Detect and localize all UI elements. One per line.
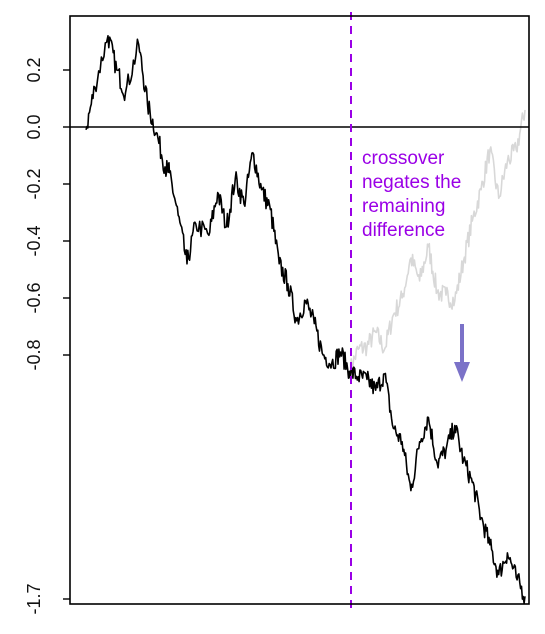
annotation: crossover negates the remaining difference — [362, 148, 461, 241]
annotation-line: negates the — [362, 172, 461, 193]
plot-frame — [69, 15, 530, 605]
y-tick-label: -0.4 — [24, 225, 44, 256]
y-axis-ticks: 0.2 0.0 -0.2 -0.4 -0.6 -0.8 -1.7 — [24, 57, 70, 615]
annotation-line: difference — [362, 220, 445, 241]
series-line — [85, 34, 526, 605]
y-tick-label: 0.0 — [24, 114, 44, 139]
down-arrow-icon — [454, 324, 470, 382]
y-tick-label: -0.8 — [24, 339, 44, 370]
y-tick-label: 0.2 — [24, 57, 44, 82]
arrow-head — [454, 362, 470, 382]
y-tick-label: -1.7 — [24, 583, 44, 614]
annotation-line: remaining — [362, 196, 445, 217]
annotation-line: crossover — [362, 148, 445, 169]
series-line — [348, 109, 526, 380]
y-tick-label: -0.2 — [24, 168, 44, 199]
series-layer — [85, 34, 526, 605]
y-tick-label: -0.6 — [24, 282, 44, 313]
